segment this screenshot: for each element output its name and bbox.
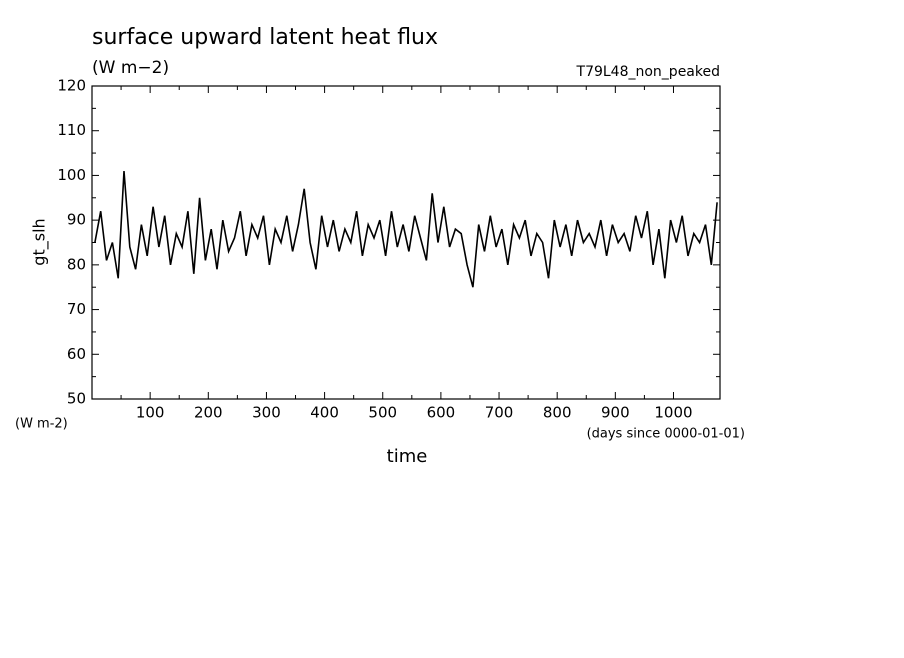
plot-frame bbox=[91, 85, 721, 400]
subtitle: (W m−2) bbox=[92, 58, 169, 78]
x-units: (days since 0000-01-01) bbox=[587, 427, 745, 442]
data-line bbox=[94, 170, 718, 288]
x-tick-label: 900 bbox=[601, 404, 630, 422]
y-tick-label: 80 bbox=[67, 255, 86, 273]
y-tick-label: 100 bbox=[57, 166, 86, 184]
y-axis-label: gt_slh bbox=[30, 218, 50, 265]
y-tick-label: 50 bbox=[67, 390, 86, 408]
x-tick-label: 100 bbox=[136, 404, 165, 422]
x-tick-label: 1000 bbox=[654, 404, 692, 422]
x-tick-label: 300 bbox=[252, 404, 281, 422]
y-tick-label: 70 bbox=[67, 300, 86, 318]
x-tick-label: 700 bbox=[485, 404, 514, 422]
y-tick-label: 110 bbox=[57, 121, 86, 139]
annotation: T79L48_non_peaked bbox=[576, 64, 720, 80]
chart-title: surface upward latent heat flux bbox=[92, 25, 438, 50]
y-tick-label: 60 bbox=[67, 345, 86, 363]
x-tick-label: 400 bbox=[310, 404, 339, 422]
y-tick-label: 120 bbox=[57, 77, 86, 95]
x-tick-label: 500 bbox=[368, 404, 397, 422]
y-tick-label: 90 bbox=[67, 211, 86, 229]
x-tick-label: 600 bbox=[427, 404, 456, 422]
x-axis-label: time bbox=[387, 446, 428, 467]
x-tick-label: 200 bbox=[194, 404, 223, 422]
y-units: (W m-2) bbox=[15, 417, 68, 432]
x-tick-label: 800 bbox=[543, 404, 572, 422]
